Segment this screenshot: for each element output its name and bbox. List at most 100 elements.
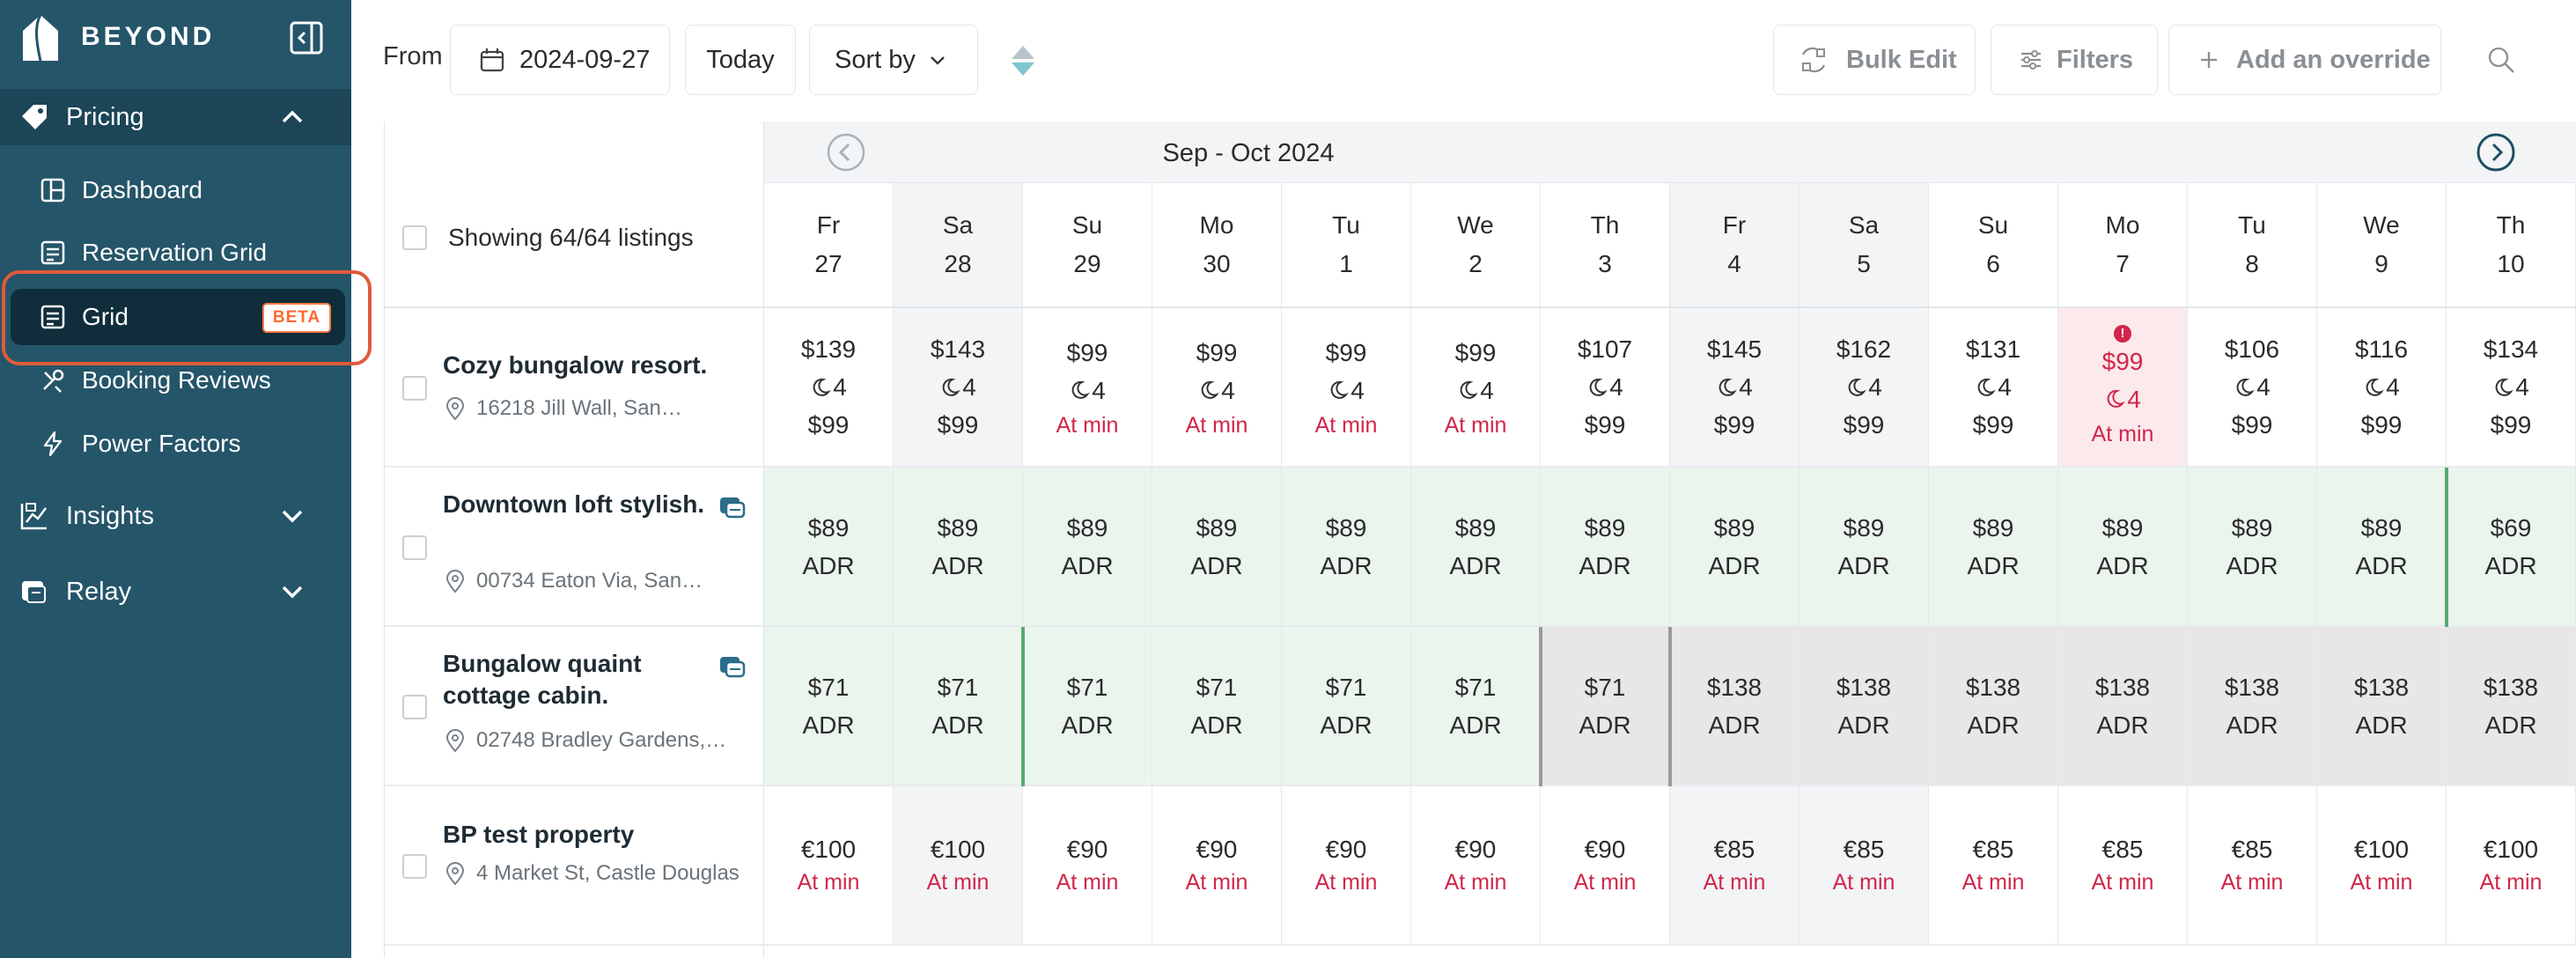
nav-section-pricing[interactable]: Pricing — [0, 89, 351, 145]
day-header[interactable]: Th 3 — [1541, 183, 1670, 308]
listing-row[interactable]: BP test property 4 Market St, Castle Dou… — [385, 786, 765, 946]
price-cell[interactable]: €100 At min — [764, 786, 894, 946]
day-header[interactable]: We 2 — [1411, 183, 1541, 308]
price-cell[interactable]: $106 4 $99 — [2188, 308, 2317, 468]
day-header[interactable]: Th 10 — [2447, 183, 2576, 308]
price-cell[interactable]: €100 At min — [2317, 786, 2447, 946]
sort-direction-icon[interactable] — [1008, 44, 1038, 77]
price-cell[interactable]: $69 ADR — [2447, 468, 2576, 627]
price-cell[interactable]: $89 ADR — [1541, 468, 1670, 627]
listing-name[interactable]: BP test property — [443, 821, 635, 848]
filters-button[interactable]: Filters — [1991, 25, 2158, 95]
price-cell[interactable]: $89 ADR — [1411, 468, 1541, 627]
sidebar-item-booking-reviews[interactable]: Booking Reviews — [0, 353, 351, 408]
day-header[interactable]: Sa 28 — [894, 183, 1023, 308]
price-cell[interactable]: $89 ADR — [1670, 468, 1800, 627]
sort-by-dropdown[interactable]: Sort by — [809, 25, 978, 95]
price-cell[interactable]: €90 At min — [1152, 786, 1282, 946]
row-checkbox[interactable] — [402, 854, 427, 879]
price-cell[interactable]: $89 ADR — [2317, 468, 2447, 627]
price-cell[interactable]: €85 At min — [2058, 786, 2188, 946]
previous-month-icon[interactable] — [826, 132, 866, 173]
day-header[interactable]: Mo 7 — [2058, 183, 2188, 308]
price-cell[interactable]: $138 ADR — [1670, 627, 1800, 786]
listing-row[interactable]: Cozy bungalow resort. 16218 Jill Wall, S… — [385, 308, 765, 468]
price-cell[interactable]: $71 ADR — [1541, 627, 1670, 786]
price-cell[interactable]: €90 At min — [1411, 786, 1541, 946]
chevron-up-icon[interactable] — [275, 99, 310, 135]
price-cell[interactable]: $138 ADR — [2188, 627, 2317, 786]
price-cell[interactable]: $138 ADR — [1800, 627, 1929, 786]
sidebar-item-power-factors[interactable]: Power Factors — [0, 416, 351, 471]
day-header[interactable]: Tu 8 — [2188, 183, 2317, 308]
price-cell[interactable]: $71 ADR — [1023, 627, 1152, 786]
day-header[interactable]: Mo 30 — [1152, 183, 1282, 308]
price-cell[interactable]: ! $99 4 At min — [2058, 308, 2188, 468]
price-cell[interactable]: $71 ADR — [894, 627, 1023, 786]
nav-section-insights[interactable]: Insights — [0, 488, 351, 544]
sidebar-item-grid[interactable]: Grid BETA — [11, 289, 345, 345]
price-cell[interactable]: $138 ADR — [2317, 627, 2447, 786]
price-cell[interactable]: $116 4 $99 — [2317, 308, 2447, 468]
day-header[interactable]: Sa 5 — [1800, 183, 1929, 308]
listing-row[interactable]: Bungalow quaint cottage cabin. 02748 Bra… — [385, 627, 765, 786]
row-checkbox[interactable] — [402, 535, 427, 560]
price-cell[interactable]: €85 At min — [1800, 786, 1929, 946]
price-cell[interactable]: $89 ADR — [1929, 468, 2058, 627]
listing-name[interactable]: Cozy bungalow resort. — [443, 351, 708, 379]
price-cell[interactable]: $138 ADR — [2058, 627, 2188, 786]
brand-logo[interactable]: BEYOND — [19, 11, 215, 63]
day-header[interactable]: Fr 4 — [1670, 183, 1800, 308]
price-cell[interactable]: $71 ADR — [1411, 627, 1541, 786]
price-cell[interactable]: $89 ADR — [764, 468, 894, 627]
price-cell[interactable]: €90 At min — [1541, 786, 1670, 946]
next-month-icon[interactable] — [2476, 132, 2516, 173]
add-override-button[interactable]: Add an override — [2168, 25, 2441, 95]
day-header[interactable]: Su 29 — [1023, 183, 1152, 308]
price-cell[interactable]: $99 4 At min — [1282, 308, 1411, 468]
price-cell[interactable]: $89 ADR — [1152, 468, 1282, 627]
price-cell[interactable]: $99 4 At min — [1023, 308, 1152, 468]
price-cell[interactable]: $99 4 At min — [1411, 308, 1541, 468]
price-cell[interactable]: $143 4 $99 — [894, 308, 1023, 468]
nav-section-relay[interactable]: Relay — [0, 564, 351, 620]
sidebar-item-dashboard[interactable]: Dashboard — [0, 163, 351, 217]
row-checkbox[interactable] — [402, 376, 427, 401]
price-cell[interactable]: $145 4 $99 — [1670, 308, 1800, 468]
price-cell[interactable]: $138 ADR — [1929, 627, 2058, 786]
day-header[interactable]: Fr 27 — [764, 183, 894, 308]
price-cell[interactable]: €85 At min — [2188, 786, 2317, 946]
price-cell[interactable]: $138 ADR — [2447, 627, 2576, 786]
row-checkbox[interactable] — [402, 695, 427, 719]
price-cell[interactable]: €85 At min — [1929, 786, 2058, 946]
price-cell[interactable]: €85 At min — [1670, 786, 1800, 946]
price-cell[interactable]: $131 4 $99 — [1929, 308, 2058, 468]
sidebar-item-reservation-grid[interactable]: Reservation Grid — [0, 225, 351, 280]
chevron-down-icon[interactable] — [275, 498, 310, 534]
search-icon[interactable] — [2485, 44, 2517, 76]
listing-row[interactable]: Downtown loft stylish. 00734 Eaton Via, … — [385, 468, 765, 627]
listing-name[interactable]: Bungalow quaint cottage cabin. — [443, 650, 642, 709]
price-cell[interactable]: $71 ADR — [1152, 627, 1282, 786]
price-cell[interactable]: $134 4 $99 — [2447, 308, 2576, 468]
price-cell[interactable]: $71 ADR — [764, 627, 894, 786]
day-header[interactable]: Su 6 — [1929, 183, 2058, 308]
bulk-edit-button[interactable]: Bulk Edit — [1773, 25, 1976, 95]
chevron-down-icon[interactable] — [275, 574, 310, 609]
price-cell[interactable]: $89 ADR — [894, 468, 1023, 627]
date-picker[interactable]: 2024-09-27 — [450, 25, 670, 95]
collapse-sidebar-icon[interactable] — [289, 20, 324, 55]
listing-name[interactable]: Downtown loft stylish. — [443, 490, 705, 518]
price-cell[interactable]: $89 ADR — [1282, 468, 1411, 627]
price-cell[interactable]: $162 4 $99 — [1800, 308, 1929, 468]
price-cell[interactable]: $107 4 $99 — [1541, 308, 1670, 468]
price-cell[interactable]: €90 At min — [1282, 786, 1411, 946]
price-cell[interactable]: €90 At min — [1023, 786, 1152, 946]
price-cell[interactable]: $89 ADR — [2058, 468, 2188, 627]
today-button[interactable]: Today — [685, 25, 796, 95]
select-all-checkbox[interactable] — [402, 225, 427, 250]
price-cell[interactable]: €100 At min — [894, 786, 1023, 946]
price-cell[interactable]: $99 4 At min — [1152, 308, 1282, 468]
day-header[interactable]: Tu 1 — [1282, 183, 1411, 308]
price-cell[interactable]: $71 ADR — [1282, 627, 1411, 786]
